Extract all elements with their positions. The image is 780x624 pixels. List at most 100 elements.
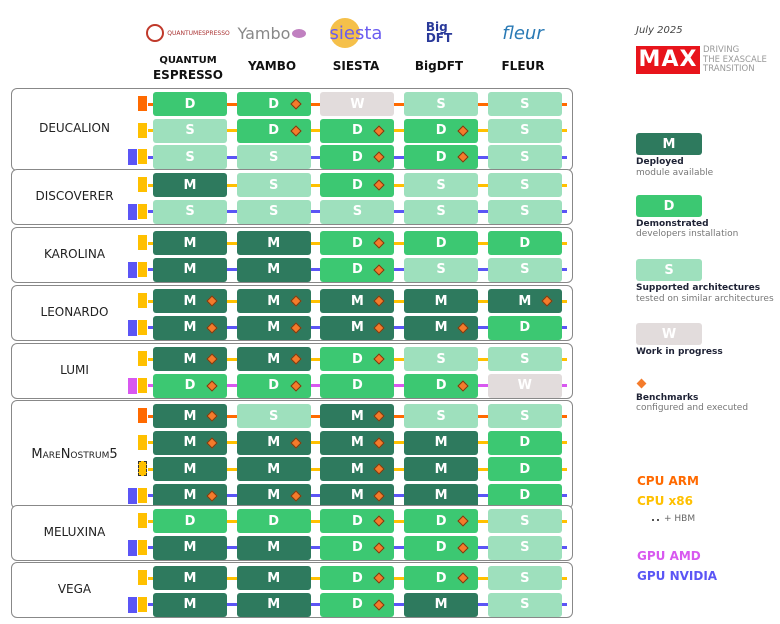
- arch-marker-nvidia: [128, 487, 137, 504]
- support-cell: D: [404, 231, 479, 255]
- arch-marker-nvidia: [128, 261, 137, 278]
- support-level: S: [436, 204, 446, 219]
- support-level: S: [269, 408, 279, 424]
- support-level: D: [351, 235, 363, 251]
- system-group: LUMI M M D S S D D D D W: [11, 343, 573, 399]
- support-level: M: [183, 177, 197, 193]
- support-cell: M: [320, 315, 395, 340]
- code-name-fleur: FLEUR: [501, 59, 545, 73]
- code-name-siesta: SIESTA: [332, 59, 380, 73]
- support-cell: M: [153, 315, 227, 340]
- benchmark-diamond-icon: [457, 379, 469, 392]
- support-cell: S: [404, 173, 479, 197]
- support-level: D: [519, 461, 531, 477]
- benchmark-diamond-icon: [373, 124, 386, 137]
- support-cell: M: [404, 483, 479, 508]
- support-cell: M: [236, 257, 311, 282]
- support-cell: M: [320, 457, 395, 481]
- legend-title: Demonstrated: [636, 219, 709, 229]
- support-cell: S: [153, 118, 227, 143]
- support-cell: M: [153, 347, 227, 371]
- support-level: M: [350, 408, 364, 424]
- support-cell: S: [487, 257, 562, 282]
- support-level: M: [434, 435, 448, 450]
- support-level: D: [435, 513, 447, 529]
- support-cell: D: [404, 373, 479, 398]
- support-level: D: [184, 513, 196, 529]
- support-level: M: [267, 293, 281, 309]
- support-cell: D: [320, 173, 395, 197]
- benchmark-diamond-icon: [290, 353, 302, 365]
- system-name: DISCOVERER: [35, 189, 114, 203]
- support-level: S: [436, 262, 446, 277]
- support-level: M: [267, 435, 281, 450]
- support-level: S: [269, 149, 279, 165]
- legend-title: Deployed: [636, 157, 684, 167]
- arch-marker-x86: [138, 513, 147, 528]
- support-level: D: [268, 513, 280, 529]
- support-cell: M: [236, 347, 311, 371]
- support-cell: M: [320, 430, 395, 455]
- support-cell: W: [487, 373, 562, 398]
- support-level: D: [435, 570, 447, 586]
- support-level: M: [183, 351, 197, 367]
- support-cell: S: [404, 404, 479, 428]
- support-level: D: [351, 262, 363, 277]
- support-level: D: [351, 149, 363, 165]
- benchmark-diamond-icon: [206, 489, 218, 502]
- support-cell: D: [320, 509, 395, 533]
- benchmark-diamond-icon: [373, 410, 386, 422]
- support-cell: S: [404, 199, 479, 224]
- legend-title: Supported architectures: [636, 283, 761, 293]
- support-level: S: [269, 177, 279, 193]
- benchmark-diamond-icon: [290, 295, 302, 307]
- support-cell: S: [487, 199, 562, 224]
- support-level: M: [434, 488, 448, 503]
- support-cell: M: [404, 457, 479, 481]
- support-cell: S: [487, 118, 562, 143]
- system-name: VEGA: [57, 582, 92, 596]
- benchmark-diamond-icon: [541, 295, 553, 307]
- support-level: D: [435, 378, 447, 393]
- support-cell: D: [320, 347, 395, 371]
- support-cell: M: [404, 592, 479, 617]
- support-level: S: [520, 540, 530, 555]
- system-name: LUMI: [60, 363, 89, 377]
- legend-title: Benchmarks: [636, 393, 699, 403]
- support-cell: D: [236, 509, 311, 533]
- support-cell: M: [153, 231, 227, 255]
- support-level: S: [520, 513, 530, 529]
- arch-marker-nvidia: [128, 203, 137, 220]
- benchmark-diamond-icon: [373, 463, 386, 475]
- support-cell: S: [236, 145, 311, 169]
- benchmark-diamond-icon: [457, 151, 469, 163]
- support-cell: M: [404, 315, 479, 340]
- arch-marker-x86: [138, 203, 147, 219]
- support-level: D: [351, 177, 363, 193]
- arch-marker-x86: [138, 319, 147, 335]
- support-level: S: [520, 408, 530, 424]
- support-level: D: [519, 235, 531, 251]
- support-level: S: [185, 123, 195, 138]
- arch-marker-x86: [138, 261, 147, 277]
- support-cell: D: [404, 535, 479, 560]
- support-level: S: [520, 177, 530, 193]
- support-level: W: [350, 96, 365, 112]
- system-name: MELUXINA: [43, 525, 106, 539]
- tagline-line: THE EXASCALE: [703, 54, 767, 65]
- support-cell: D: [487, 315, 562, 340]
- arch-marker-x86: [138, 377, 147, 393]
- support-level: M: [350, 293, 364, 309]
- legend-box-wip: W: [636, 323, 702, 345]
- support-cell: M: [236, 231, 311, 255]
- benchmark-diamond-icon: [373, 436, 386, 449]
- code-name-yambo: YAMBO: [247, 59, 297, 73]
- support-cell: S: [487, 145, 562, 169]
- support-cell: S: [487, 173, 562, 197]
- support-level: M: [434, 293, 448, 309]
- system-group: KAROLINA M M D D D M M D S S: [11, 227, 573, 283]
- support-cell: S: [487, 535, 562, 560]
- support-level: M: [183, 262, 197, 277]
- support-cell: S: [487, 347, 562, 371]
- support-cell: S: [320, 199, 395, 224]
